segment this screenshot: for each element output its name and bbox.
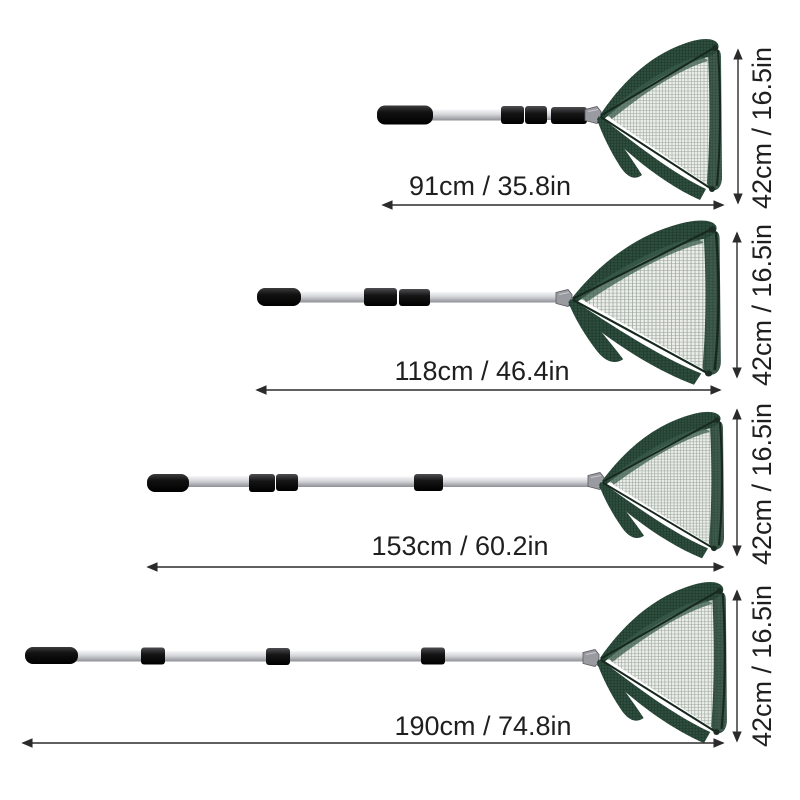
net-mesh [598,410,725,560]
joint-collar [249,474,275,492]
handle-grip [147,474,189,492]
joint-collar [399,289,430,306]
pole-section [429,292,558,303]
joint-collar [414,474,443,491]
joint-collar [421,647,445,665]
height-label-2: 42cm / 16.5in [747,223,777,387]
pole-section [288,651,425,662]
pole-section [298,291,368,303]
handle-grip [257,288,301,306]
net-assembly-row-3 [147,410,725,560]
pole-section [441,477,590,487]
net-mesh [595,580,728,745]
length-label-1: 91cm / 35.8in [408,171,572,201]
height-label-3: 42cm / 16.5in [747,402,777,566]
joint-collar [266,648,290,665]
pole-section [296,476,417,487]
net-assembly-row-1 [377,38,723,201]
pole-section [430,109,506,121]
joint-collar [276,474,298,491]
pole-section [443,651,585,662]
handle-grip [377,105,433,125]
net-assembly-row-2 [257,219,723,386]
pole-section [186,476,253,487]
joint-collar [551,107,587,124]
joint-collar [364,288,397,306]
joint-collar [525,106,547,124]
handle-grip [25,647,78,664]
pole-section [75,650,144,662]
length-label-3: 153cm / 60.2in [371,531,549,561]
net-assembly-row-4 [25,580,728,745]
joint-collar [141,647,165,665]
length-label-4: 190cm / 74.8in [394,711,572,741]
height-label-1: 42cm / 16.5in [747,46,777,210]
joint-collar [501,106,524,124]
height-label-4: 42cm / 16.5in [747,584,777,748]
pole-section [546,110,555,120]
folding-hub [582,649,600,667]
pole-section [163,651,270,662]
length-label-2: 118cm / 46.4in [394,356,570,386]
